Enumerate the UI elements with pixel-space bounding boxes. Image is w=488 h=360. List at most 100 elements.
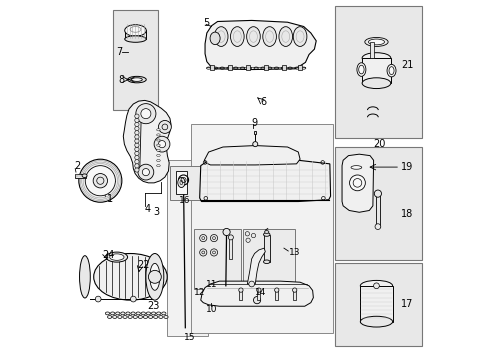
Circle shape — [158, 121, 171, 134]
Bar — [264, 65, 267, 69]
Circle shape — [228, 235, 233, 240]
Ellipse shape — [263, 260, 269, 264]
Bar — [257, 290, 260, 300]
Text: 16: 16 — [178, 196, 190, 205]
Bar — [74, 174, 86, 178]
Circle shape — [136, 104, 156, 124]
Polygon shape — [123, 100, 171, 183]
Text: 23: 23 — [147, 301, 160, 311]
Ellipse shape — [131, 312, 135, 315]
Ellipse shape — [360, 316, 392, 327]
Circle shape — [135, 126, 139, 131]
Ellipse shape — [162, 312, 165, 315]
Ellipse shape — [138, 316, 142, 319]
Circle shape — [251, 233, 255, 238]
Circle shape — [349, 175, 365, 191]
Ellipse shape — [230, 27, 244, 46]
Circle shape — [135, 164, 139, 168]
Ellipse shape — [358, 65, 364, 74]
Ellipse shape — [210, 32, 220, 45]
Ellipse shape — [156, 134, 160, 136]
Circle shape — [199, 249, 206, 256]
Circle shape — [135, 114, 139, 118]
Circle shape — [374, 224, 380, 229]
Ellipse shape — [94, 253, 167, 300]
Bar — [227, 65, 232, 69]
Ellipse shape — [109, 254, 124, 260]
Ellipse shape — [107, 316, 112, 319]
Ellipse shape — [163, 316, 168, 319]
Text: 5: 5 — [203, 18, 209, 28]
Polygon shape — [247, 248, 265, 284]
Ellipse shape — [124, 36, 146, 42]
Ellipse shape — [246, 27, 260, 46]
Text: 15: 15 — [184, 333, 195, 342]
Bar — [175, 171, 187, 194]
Ellipse shape — [367, 39, 384, 45]
Text: 2: 2 — [74, 161, 80, 171]
Circle shape — [135, 131, 139, 135]
Ellipse shape — [128, 316, 132, 319]
Ellipse shape — [156, 149, 160, 151]
Circle shape — [238, 288, 243, 292]
Polygon shape — [341, 154, 373, 212]
Polygon shape — [199, 160, 330, 202]
Ellipse shape — [178, 177, 184, 188]
Ellipse shape — [146, 312, 150, 315]
Ellipse shape — [131, 78, 142, 81]
Ellipse shape — [133, 316, 137, 319]
Bar — [193, 229, 241, 289]
Ellipse shape — [293, 27, 306, 46]
Text: 8: 8 — [118, 75, 124, 85]
Bar — [334, 147, 421, 260]
Circle shape — [141, 109, 151, 119]
Ellipse shape — [156, 312, 161, 315]
Circle shape — [210, 249, 217, 256]
Ellipse shape — [121, 312, 125, 315]
Text: 4: 4 — [144, 204, 151, 214]
Bar — [245, 65, 250, 69]
Text: 3: 3 — [153, 207, 159, 217]
Circle shape — [135, 156, 139, 160]
Circle shape — [223, 228, 230, 235]
Bar — [191, 125, 333, 333]
Circle shape — [135, 135, 139, 139]
Ellipse shape — [136, 312, 140, 315]
Circle shape — [373, 283, 379, 289]
Bar — [293, 290, 296, 300]
Ellipse shape — [156, 165, 160, 167]
Ellipse shape — [151, 312, 155, 315]
Text: 14: 14 — [254, 288, 265, 297]
Bar — [281, 65, 285, 69]
Circle shape — [135, 159, 139, 164]
Ellipse shape — [156, 129, 160, 131]
Polygon shape — [201, 281, 313, 306]
Bar — [275, 290, 278, 300]
Bar — [362, 58, 390, 83]
Ellipse shape — [263, 233, 269, 236]
Bar — [369, 42, 373, 58]
Circle shape — [244, 231, 249, 236]
Ellipse shape — [156, 139, 160, 141]
Text: 12: 12 — [194, 288, 205, 297]
Circle shape — [135, 151, 139, 156]
Bar — [375, 194, 379, 226]
Ellipse shape — [156, 144, 160, 146]
Ellipse shape — [118, 316, 122, 319]
Circle shape — [256, 288, 261, 292]
Bar — [112, 10, 158, 110]
Bar — [169, 166, 201, 200]
Text: 7: 7 — [116, 46, 122, 57]
Ellipse shape — [153, 316, 158, 319]
Ellipse shape — [80, 256, 90, 298]
Circle shape — [135, 122, 139, 127]
Circle shape — [158, 140, 165, 148]
Bar — [334, 6, 421, 138]
Ellipse shape — [143, 316, 147, 319]
Bar — [229, 237, 232, 259]
Ellipse shape — [214, 27, 227, 46]
Text: 1: 1 — [106, 194, 113, 204]
Bar — [334, 263, 421, 346]
Text: 22: 22 — [137, 260, 150, 270]
Bar — [239, 290, 242, 300]
